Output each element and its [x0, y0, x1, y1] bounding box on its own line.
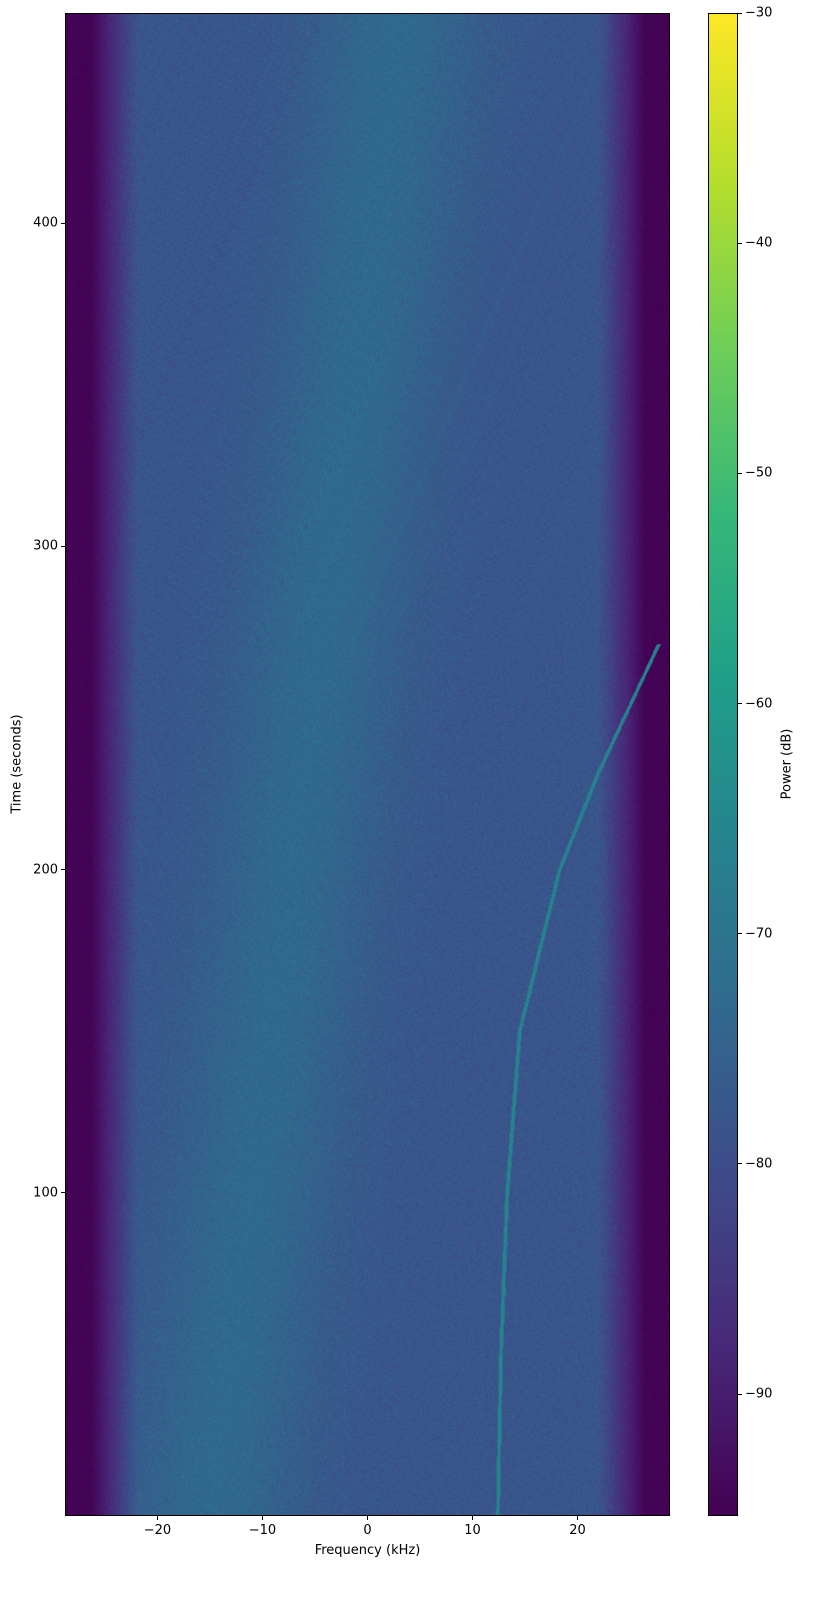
x-tick [156, 1516, 158, 1520]
colorbar [708, 13, 738, 1516]
colorbar-tick [738, 242, 742, 244]
spectrogram-axes [65, 13, 670, 1516]
y-tick [61, 545, 65, 547]
colorbar-tick [738, 472, 742, 474]
colorbar-tick-label: −90 [745, 1386, 773, 1402]
y-tick [61, 869, 65, 871]
colorbar-tick [738, 703, 742, 704]
x-tick-label: 0 [363, 1523, 372, 1538]
y-axis-label: Time (seconds) [9, 714, 25, 814]
y-tick-label: 200 [33, 862, 58, 878]
y-tick [61, 1192, 65, 1194]
x-tick-label: −10 [248, 1523, 277, 1538]
colorbar-tick-label: −50 [745, 465, 773, 481]
colorbar-tick [738, 1163, 742, 1165]
colorbar-label: Power (dB) [779, 728, 795, 800]
y-tick-label: 100 [33, 1185, 58, 1201]
colorbar-tick [738, 933, 742, 935]
x-tick [472, 1516, 474, 1520]
y-tick-label: 300 [33, 538, 58, 554]
x-tick [367, 1516, 368, 1520]
colorbar-tick-label: −40 [745, 235, 773, 251]
y-tick [61, 222, 65, 224]
colorbar-tick-label: −60 [745, 696, 773, 711]
colorbar-tick-label: −30 [745, 5, 773, 21]
x-tick [261, 1516, 263, 1520]
colorbar-tick-label: −70 [745, 926, 773, 942]
x-tick-label: 20 [569, 1523, 586, 1538]
x-tick-label: 10 [464, 1523, 481, 1538]
colorbar-tick [738, 12, 742, 14]
colorbar-tick-label: −80 [745, 1156, 773, 1172]
x-axis-label: Frequency (kHz) [314, 1543, 421, 1558]
x-tick [577, 1516, 579, 1520]
y-tick-label: 400 [33, 215, 58, 231]
spectrogram-image [66, 14, 669, 1515]
colorbar-tick [738, 1393, 742, 1395]
colorbar-gradient [709, 14, 737, 1515]
x-tick-label: −20 [143, 1523, 172, 1538]
